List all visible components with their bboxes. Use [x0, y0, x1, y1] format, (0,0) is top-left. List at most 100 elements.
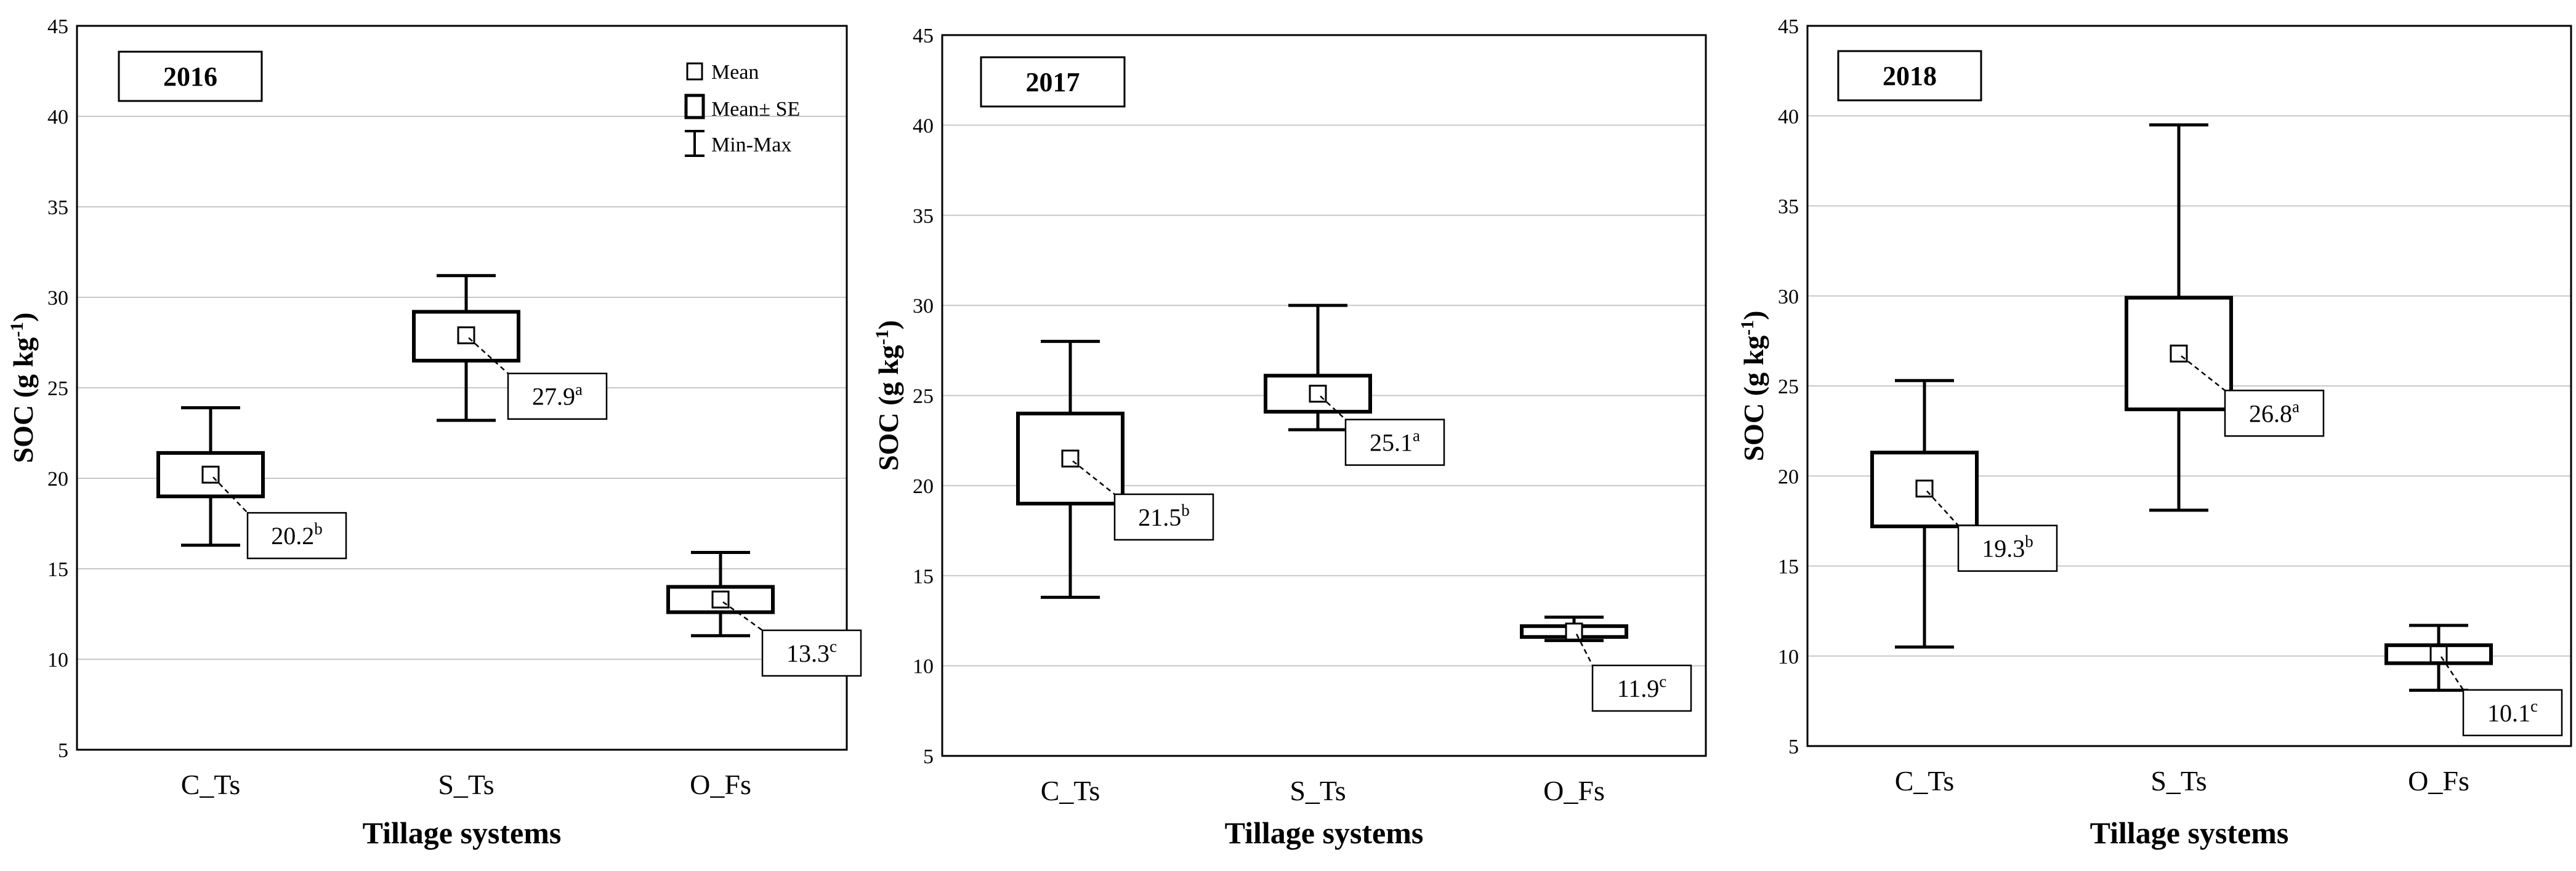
label-leader — [2440, 656, 2465, 691]
y-tick-label: 35 — [1778, 196, 1799, 219]
value-label-box — [2224, 390, 2325, 437]
legend-range-label: Min-Max — [711, 134, 791, 156]
plot-frame — [1806, 25, 2572, 747]
y-tick-label: 45 — [1778, 15, 1799, 38]
mean-marker — [2170, 344, 2188, 363]
x-tick-label: C_Ts — [181, 769, 240, 800]
year-label-box — [118, 50, 263, 102]
significance-letter: c — [830, 637, 837, 656]
year-label: 2017 — [1026, 67, 1080, 97]
value-label: 10.1c — [2487, 697, 2538, 727]
y-tick-label: 45 — [47, 15, 68, 38]
significance-letter: a — [2292, 397, 2299, 415]
value-label: 11.9c — [1617, 672, 1667, 702]
significance-letter: b — [1181, 501, 1190, 520]
y-tick-label: 30 — [913, 295, 934, 318]
value-label-number: 27.9 — [532, 383, 575, 411]
value-label: 20.2b — [271, 520, 323, 550]
y-tick-label: 45 — [913, 25, 934, 47]
x-axis-title: Tillage systems — [2090, 816, 2289, 850]
value-label-box — [1344, 419, 1445, 466]
y-tick-label: 35 — [913, 205, 934, 228]
significance-letter: b — [314, 520, 323, 538]
y-tick-label: 25 — [1778, 375, 1799, 398]
value-label-number: 11.9 — [1617, 675, 1660, 702]
y-tick-label: 5 — [1788, 736, 1799, 758]
value-label-number: 10.1 — [2487, 699, 2530, 727]
plot-frame — [941, 34, 1707, 757]
label-leader — [1072, 460, 1115, 495]
value-label-number: 20.2 — [271, 522, 314, 550]
legend-mean-label: Mean — [711, 61, 759, 84]
y-tick-label: 30 — [47, 287, 68, 310]
y-tick-label: 30 — [1778, 286, 1799, 308]
value-label-box — [1957, 524, 2058, 572]
significance-letter: c — [2530, 697, 2538, 715]
value-label-box — [507, 372, 608, 420]
value-label: 26.8a — [2249, 397, 2299, 427]
x-tick-label: O_Fs — [690, 769, 751, 800]
chart-panel-2017: 5 10 15 20 25 30 35 40 45 2017 21.5b C_Ts 25.1a S_Ts 1… — [872, 25, 1707, 850]
y-tick-label: 20 — [1778, 465, 1799, 488]
legend-mean-symbol — [686, 62, 703, 81]
significance-letter: a — [575, 380, 583, 399]
y-tick-label: 5 — [923, 745, 934, 768]
y-tick-label: 15 — [47, 558, 68, 581]
value-label-number: 26.8 — [2249, 399, 2292, 427]
y-tick-label: 25 — [913, 385, 934, 408]
x-tick-label: C_Ts — [1895, 765, 1954, 797]
year-label-box — [980, 56, 1126, 108]
x-tick-label: S_Ts — [1290, 775, 1346, 806]
label-leader — [2181, 355, 2226, 391]
legend-se-symbol — [684, 94, 705, 119]
value-label: 25.1a — [1370, 427, 1420, 457]
y-tick-label: 10 — [47, 649, 68, 672]
significance-letter: b — [2025, 532, 2033, 551]
y-tick-label: 15 — [913, 565, 934, 588]
x-axis-title: Tillage systems — [1225, 816, 1424, 850]
y-tick-label: 35 — [47, 196, 68, 219]
x-tick-label: O_Fs — [2408, 765, 2469, 797]
value-label: 21.5b — [1138, 501, 1190, 531]
mean-marker — [1565, 622, 1583, 641]
y-tick-label: 5 — [58, 739, 68, 762]
value-label-number: 25.1 — [1370, 429, 1413, 457]
year-label: 2016 — [163, 62, 217, 92]
x-axis-title: Tillage systems — [363, 816, 562, 850]
y-tick-label: 10 — [913, 656, 934, 678]
value-label: 19.3b — [1982, 532, 2033, 563]
year-label: 2018 — [1883, 61, 1937, 91]
y-axis-title: SOC (g kg-1) — [872, 320, 904, 471]
value-label-box — [1591, 664, 1692, 712]
label-leader — [468, 337, 509, 374]
y-tick-label: 40 — [47, 106, 68, 129]
year-label-box — [1837, 50, 1982, 102]
value-label-box — [1113, 493, 1214, 541]
y-tick-label: 40 — [913, 114, 934, 137]
y-axis-title: SOC (g kg-1) — [1737, 311, 1769, 462]
label-leader — [1575, 633, 1594, 666]
legend-se-label: Mean± SE — [711, 98, 800, 121]
significance-letter: c — [1659, 672, 1666, 691]
value-label-box — [761, 629, 862, 677]
value-label-number: 13.3 — [786, 640, 830, 667]
y-tick-label: 20 — [913, 475, 934, 498]
y-axis-title: SOC (g kg-1) — [7, 313, 39, 464]
chart-panel-2018: 5 10 15 20 25 30 35 40 45 2018 19.3b C_Ts 26.8a S_Ts 1… — [1737, 15, 2572, 850]
y-tick-label: 15 — [1778, 556, 1799, 579]
y-tick-label: 10 — [1778, 646, 1799, 668]
value-label-box — [2462, 689, 2563, 737]
x-tick-label: C_Ts — [1041, 775, 1100, 806]
label-leader — [1320, 395, 1346, 420]
label-leader — [1926, 490, 1959, 526]
value-label: 27.9a — [532, 380, 583, 411]
y-tick-label: 40 — [1778, 105, 1799, 128]
value-label-number: 21.5 — [1138, 504, 1181, 531]
value-label-number: 19.3 — [1982, 535, 2025, 563]
value-label: 13.3c — [786, 637, 837, 667]
value-label-box — [246, 512, 347, 560]
plot-frame — [76, 25, 848, 751]
y-tick-label: 20 — [47, 468, 68, 491]
legend: Mean Mean± SE Min-Max — [684, 61, 800, 157]
